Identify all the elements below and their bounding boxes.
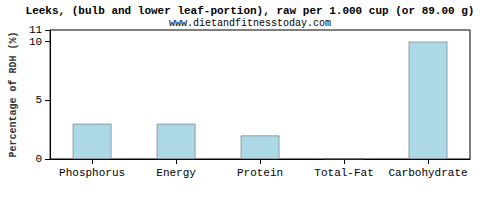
- svg-text:Protein: Protein: [237, 167, 283, 179]
- svg-text:Total-Fat: Total-Fat: [314, 167, 373, 179]
- svg-text:Percentage of RDH (%): Percentage of RDH (%): [8, 31, 19, 157]
- svg-text:Carbohydrate: Carbohydrate: [388, 167, 467, 179]
- svg-text:Energy: Energy: [156, 167, 196, 179]
- svg-text:5: 5: [35, 94, 42, 106]
- svg-text:0: 0: [35, 153, 42, 165]
- svg-text:Phosphorus: Phosphorus: [59, 167, 125, 179]
- svg-text:10: 10: [29, 36, 42, 48]
- svg-text:www.dietandfitnesstoday.com: www.dietandfitnesstoday.com: [169, 18, 331, 29]
- svg-text:11: 11: [29, 24, 43, 36]
- svg-text:Leeks, (bulb and lower leaf-po: Leeks, (bulb and lower leaf-portion), ra…: [26, 5, 475, 17]
